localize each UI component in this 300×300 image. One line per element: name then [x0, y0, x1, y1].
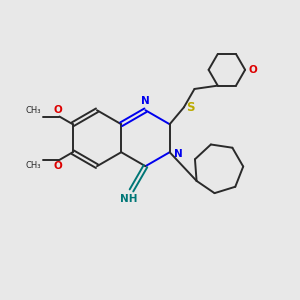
Text: N: N	[174, 149, 183, 159]
Text: CH₃: CH₃	[26, 106, 41, 116]
Text: N: N	[141, 96, 150, 106]
Text: O: O	[54, 105, 62, 116]
Text: CH₃: CH₃	[26, 161, 41, 170]
Text: O: O	[54, 161, 62, 171]
Text: NH: NH	[120, 194, 138, 204]
Text: O: O	[249, 65, 257, 75]
Text: S: S	[186, 101, 195, 114]
